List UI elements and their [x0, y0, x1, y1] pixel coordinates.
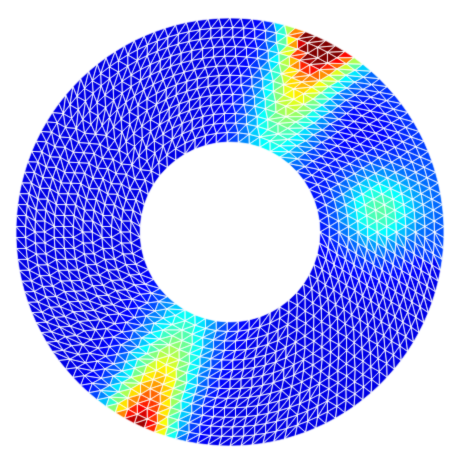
figure-area: [0, 0, 456, 460]
annulus-mesh-plot: [0, 0, 456, 460]
